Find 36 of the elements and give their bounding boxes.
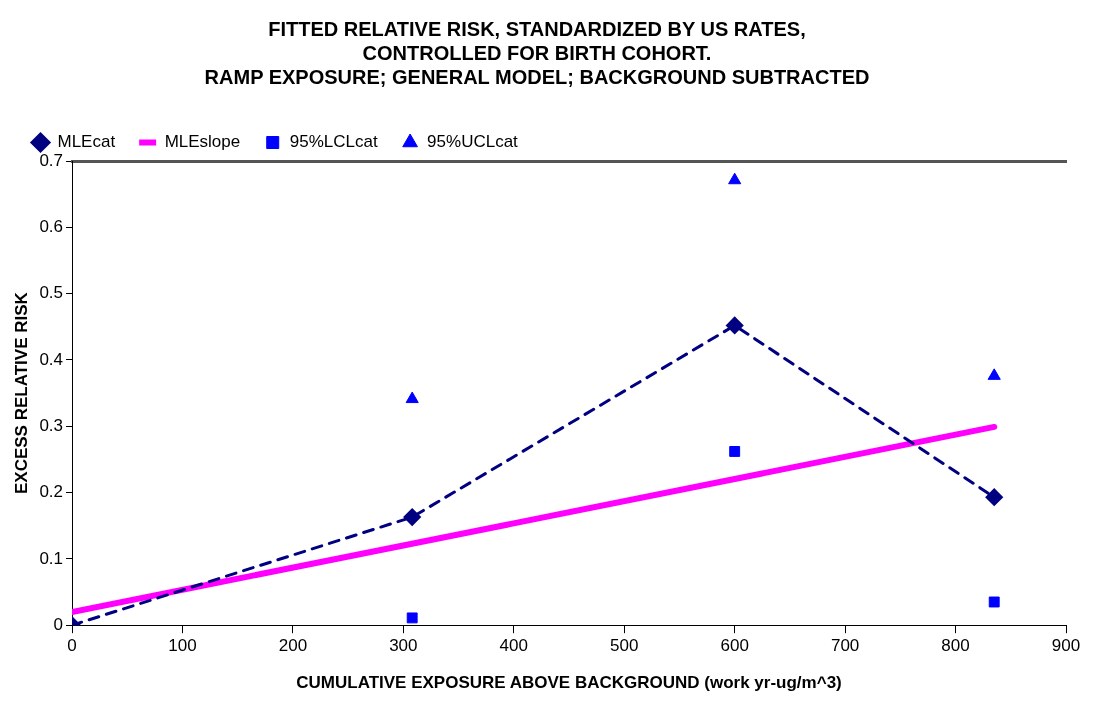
x-tick-label: 500: [610, 636, 639, 656]
point: [728, 172, 742, 185]
x-tick-label: 700: [830, 636, 860, 656]
legend-label: 95%LCLcat: [289, 132, 378, 152]
x-tick-label: 0: [67, 636, 77, 656]
legend-label: MLEslope: [164, 132, 241, 152]
point: [729, 446, 741, 457]
text: CONTROLLED FOR BIRTH COHORT.: [362, 41, 712, 64]
x-tick-label: 600: [720, 636, 749, 656]
y-tick-label: 0.2: [39, 482, 64, 502]
x-tick-label: 400: [499, 636, 528, 656]
y-tick-label: 0.5: [39, 283, 64, 303]
legend-label: MLEcat: [57, 132, 116, 152]
x-axis-title: CUMULATIVE EXPOSURE ABOVE BACKGROUND (work yr-ug/m^3): [296, 673, 842, 693]
text: FITTED RELATIVE RISK, STANDARDIZED BY US RATES,: [268, 17, 806, 40]
y-tick-label: 0.4: [39, 349, 64, 369]
point: [987, 368, 1001, 380]
x-tick-label: 300: [389, 636, 418, 656]
point: [406, 612, 418, 624]
point: [405, 391, 419, 404]
point: [403, 508, 421, 526]
point: [726, 316, 744, 334]
y-tick-label: 0.6: [39, 217, 64, 236]
x-tick-label: 800: [941, 636, 970, 656]
x-tick-label: 900: [1051, 636, 1081, 656]
point: [985, 488, 1003, 506]
y-tick-label: 0: [53, 614, 64, 634]
y-tick-label: 0.1: [39, 548, 64, 568]
legend-label: 95%UCLcat: [427, 132, 519, 152]
y-tick-label: 0.7: [39, 150, 64, 170]
y-tick-label: 0.3: [39, 415, 64, 435]
text: RAMP EXPOSURE; GENERAL MODEL; BACKGROUND SUBTRACTED: [204, 65, 870, 88]
y-axis-title: EXCESS RELATIVE RISK: [11, 291, 31, 495]
x-tick-label: 200: [278, 636, 308, 656]
point: [988, 596, 1000, 608]
x-tick-label: 100: [168, 636, 197, 656]
